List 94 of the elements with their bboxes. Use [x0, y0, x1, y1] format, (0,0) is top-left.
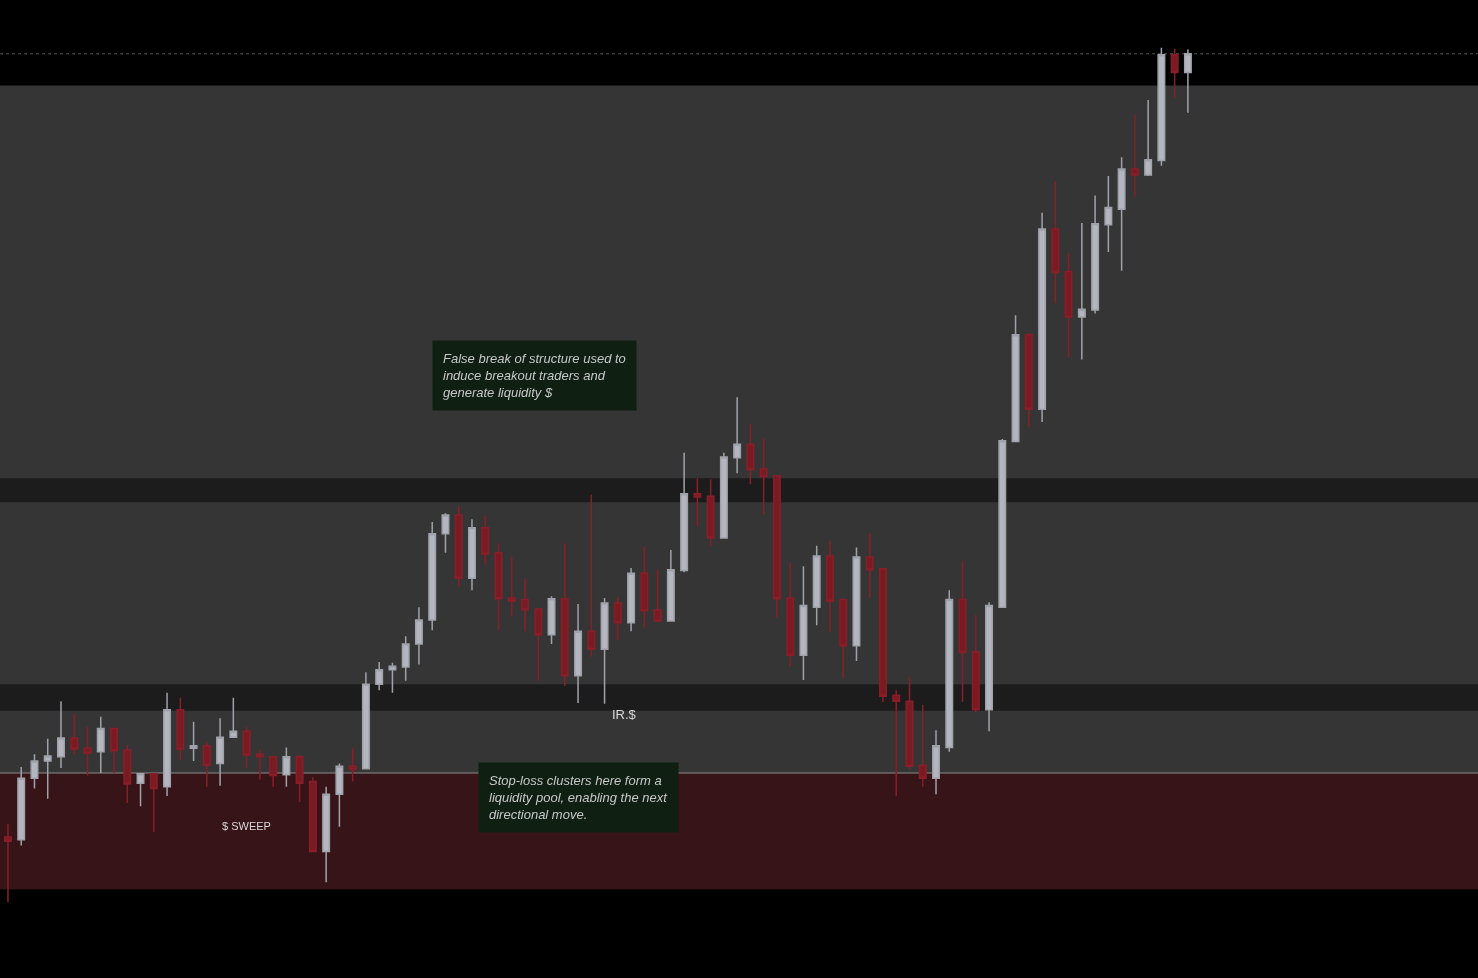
candlestick [1091, 194, 1100, 315]
candlestick [414, 606, 423, 666]
candlestick [759, 437, 768, 515]
candlestick [945, 589, 954, 753]
candlestick [242, 726, 251, 769]
candlestick [1144, 99, 1153, 177]
candlestick [189, 721, 198, 762]
annotation: Stop-loss clusters here form a liquidity pool, enabling the next directional move. [489, 773, 669, 822]
candlestick [43, 738, 52, 800]
candlestick [1011, 314, 1020, 443]
candlestick [269, 756, 278, 788]
candlestick [852, 546, 861, 662]
candlestick [640, 545, 649, 629]
candlestick [1183, 48, 1192, 114]
candlestick [388, 662, 397, 694]
candlestick [892, 689, 901, 797]
candlestick [918, 703, 927, 788]
candlestick [308, 776, 317, 853]
candlestick [255, 749, 264, 781]
candlestick [534, 607, 543, 682]
candlestick [1104, 175, 1113, 253]
candlestick [693, 477, 702, 527]
candlestick [1117, 156, 1126, 272]
candlestick [216, 717, 225, 787]
candlestick [348, 747, 357, 783]
candlestick [481, 515, 490, 566]
candlestick [865, 532, 874, 599]
candlestick [627, 567, 636, 632]
candlestick [1038, 211, 1047, 423]
candlestick [719, 451, 728, 539]
candlestick [613, 596, 622, 641]
candlestick [176, 697, 185, 761]
candlestick [971, 614, 980, 714]
candlestick [547, 595, 556, 645]
candlestick [666, 549, 675, 623]
candlestick [110, 727, 119, 774]
candlestick [441, 512, 450, 554]
candlestick [467, 518, 476, 591]
candlestick [428, 521, 437, 632]
candlestick [1024, 332, 1033, 428]
candlestick [839, 598, 848, 679]
candlestick [1170, 47, 1179, 99]
candlestick [494, 542, 503, 632]
candlestick [282, 746, 291, 788]
candlestick [825, 539, 834, 633]
candlestick [361, 671, 370, 771]
candlestick [932, 729, 941, 796]
annotation: False break of structure used to induce breakout traders and generate liquidity $ [443, 351, 626, 400]
candlestick [521, 578, 530, 632]
candlestick [680, 451, 689, 574]
candlestick [17, 766, 26, 847]
candlestick [706, 478, 715, 547]
candlestick [905, 676, 914, 771]
candlestick [83, 726, 92, 777]
candlestick [401, 635, 410, 682]
candlestick [507, 556, 516, 618]
candlestick [202, 741, 211, 788]
candlestick [733, 396, 742, 474]
candlestick [1064, 252, 1073, 358]
candlestick [70, 713, 79, 755]
candlestick [574, 603, 583, 704]
candlestick [1051, 180, 1060, 304]
candlestick [600, 597, 609, 705]
candlestick [96, 715, 105, 774]
candlestick [454, 505, 463, 588]
annotation: $ SWEEP [222, 820, 271, 832]
candlestick [985, 601, 994, 732]
candlestick [322, 785, 331, 884]
candlestick [375, 661, 384, 691]
candlestick [560, 542, 569, 687]
candlestick [1157, 47, 1166, 167]
candlestick [1130, 113, 1139, 198]
candlestick [998, 438, 1007, 609]
candlestick [163, 691, 172, 797]
candlestick [229, 697, 238, 738]
candlestick [295, 754, 304, 803]
candlestick [587, 493, 596, 658]
candlestick [335, 762, 344, 828]
candlestick [149, 773, 158, 833]
candlestick [746, 422, 755, 486]
candlestick [30, 753, 39, 790]
candlestick [772, 475, 781, 619]
candlestick [878, 568, 887, 703]
candlestick [136, 773, 145, 808]
candlestick [812, 545, 821, 626]
candlestick [799, 565, 808, 681]
candlestick [56, 700, 65, 769]
candlestick [786, 562, 795, 667]
candlestick [3, 823, 12, 903]
candlestick [958, 560, 967, 703]
candlestick [1077, 222, 1086, 361]
annotation: IR.$ [612, 707, 637, 722]
candlestick [123, 744, 132, 804]
candlestick [653, 568, 662, 623]
